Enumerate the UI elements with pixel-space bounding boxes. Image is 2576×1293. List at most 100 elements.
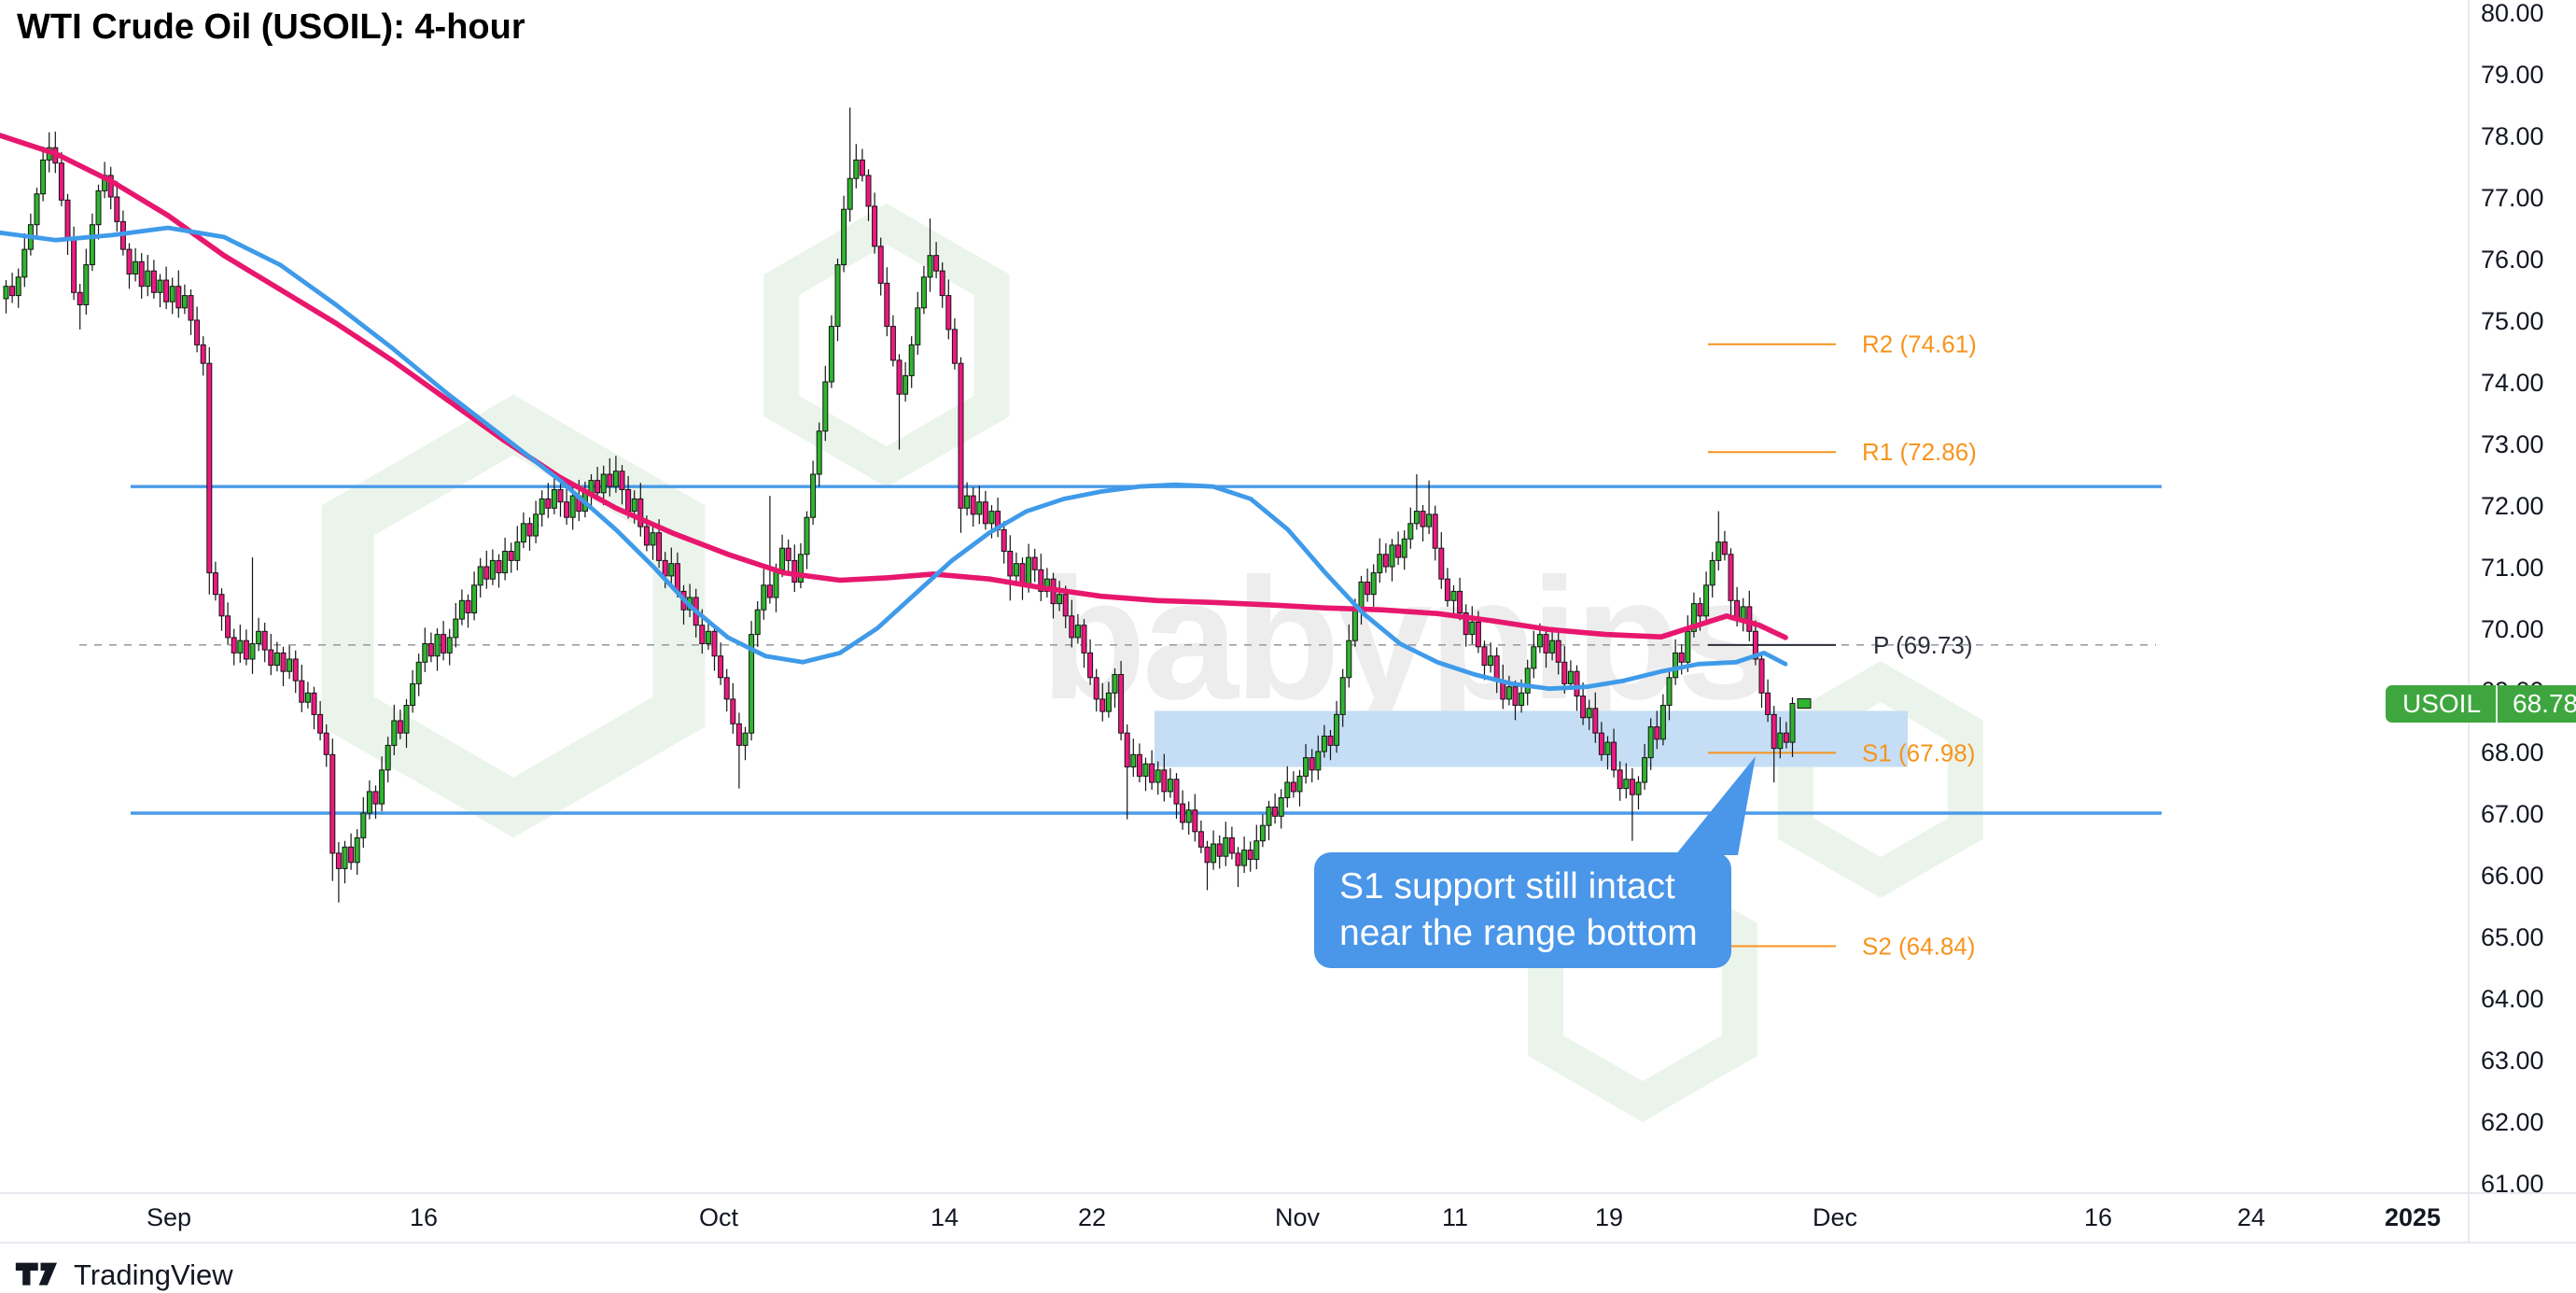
candle-down bbox=[323, 732, 329, 755]
candle-up bbox=[1642, 757, 1648, 783]
time-axis-label: 22 bbox=[1078, 1203, 1106, 1231]
candle-down bbox=[1611, 741, 1617, 771]
candle-up bbox=[15, 276, 21, 297]
candle-down bbox=[951, 329, 958, 364]
candle-up bbox=[551, 489, 557, 509]
pivot-label-s1: S1 (67.98) bbox=[1862, 738, 1975, 766]
candle-down bbox=[1204, 846, 1211, 864]
price-axis-label: 73.00 bbox=[2481, 430, 2544, 458]
candle-down bbox=[872, 205, 878, 247]
candle-up bbox=[366, 791, 372, 814]
candle-up bbox=[453, 618, 459, 639]
candle-down bbox=[1783, 732, 1789, 743]
candle-up bbox=[828, 326, 834, 383]
candle-up bbox=[761, 584, 767, 611]
candle-up bbox=[1112, 674, 1118, 694]
candle-down bbox=[1272, 806, 1279, 817]
price-axis-label: 64.00 bbox=[2481, 985, 2544, 1013]
candle-up bbox=[773, 569, 779, 598]
candle-down bbox=[1327, 736, 1334, 746]
candle-up bbox=[1659, 705, 1666, 740]
candle-up bbox=[1303, 757, 1309, 777]
candle-down bbox=[114, 196, 120, 222]
candle-down bbox=[1758, 658, 1765, 694]
babypips-watermark-hexagon bbox=[321, 394, 706, 838]
babypips-watermark-text: babypips bbox=[1041, 543, 1769, 736]
candle-down bbox=[348, 846, 355, 864]
candle-down bbox=[1180, 803, 1186, 823]
candle-down bbox=[884, 282, 890, 328]
tradingview-attribution[interactable]: TradingView bbox=[14, 1258, 233, 1292]
candle-down bbox=[268, 649, 274, 667]
candle-up bbox=[477, 566, 483, 586]
price-axis-label: 70.00 bbox=[2481, 615, 2544, 643]
candle-up bbox=[1211, 843, 1217, 864]
candle-down bbox=[126, 248, 133, 275]
candle-up bbox=[1586, 708, 1592, 719]
candle-up bbox=[181, 295, 188, 309]
candle-up bbox=[705, 630, 711, 644]
candle-down bbox=[58, 162, 64, 201]
candle-down bbox=[150, 270, 157, 293]
annotation-callout[interactable]: S1 support still intact near the range b… bbox=[1314, 852, 1731, 968]
candle-down bbox=[329, 753, 336, 854]
candle-up bbox=[1351, 609, 1358, 641]
candle-up bbox=[354, 836, 360, 864]
candle-down bbox=[1543, 634, 1549, 654]
candle-down bbox=[77, 291, 83, 305]
candle-down bbox=[1481, 646, 1488, 667]
candle-down bbox=[656, 532, 663, 561]
candle-up bbox=[157, 279, 163, 293]
tradingview-logo-icon bbox=[15, 1262, 57, 1286]
candle-down bbox=[1382, 554, 1389, 568]
time-axis-label: 16 bbox=[2084, 1203, 2112, 1231]
time-axis-label: Sep bbox=[147, 1203, 191, 1231]
price-axis-label: 74.00 bbox=[2481, 369, 2544, 397]
candle-down bbox=[1136, 753, 1142, 777]
price-axis-label: 76.00 bbox=[2481, 246, 2544, 274]
time-axis-label: 2025 bbox=[2385, 1203, 2441, 1231]
candle-up bbox=[915, 307, 921, 345]
candle-down bbox=[483, 566, 490, 580]
slow-ma-pink bbox=[0, 133, 1788, 640]
candle-down bbox=[372, 791, 379, 805]
candle-down bbox=[311, 692, 317, 715]
candle-down bbox=[1752, 630, 1758, 660]
candle-up bbox=[434, 634, 441, 657]
price-axis-label: 78.00 bbox=[2481, 122, 2544, 150]
candle-up bbox=[927, 255, 933, 278]
candle-up bbox=[1524, 668, 1531, 694]
candle-down bbox=[243, 639, 249, 660]
candle-up bbox=[1346, 639, 1352, 679]
candle-up bbox=[1105, 692, 1112, 712]
candle-up bbox=[95, 190, 102, 226]
candle-up bbox=[1426, 513, 1433, 527]
candle-down bbox=[1746, 606, 1753, 632]
candle-up bbox=[1155, 769, 1161, 783]
candle-down bbox=[231, 637, 237, 654]
candle-up bbox=[21, 248, 28, 278]
candle-up bbox=[1536, 634, 1543, 648]
price-axis-drag-zone[interactable] bbox=[2469, 0, 2576, 1193]
candle-down bbox=[1007, 551, 1014, 577]
candle-up bbox=[1057, 594, 1063, 605]
candle-down bbox=[730, 698, 736, 724]
candle-down bbox=[1309, 757, 1315, 771]
price-axis-label: 80.00 bbox=[2481, 0, 2544, 27]
candle-down bbox=[889, 326, 896, 361]
candle-down bbox=[138, 260, 145, 288]
candle-down bbox=[1444, 578, 1450, 601]
candle-down bbox=[1561, 661, 1568, 684]
time-axis-drag-zone[interactable] bbox=[0, 1193, 2576, 1243]
candle-up bbox=[379, 769, 385, 805]
candle-down bbox=[1629, 779, 1635, 795]
candle-down bbox=[564, 501, 570, 518]
candle-up bbox=[342, 846, 348, 869]
time-axis-label: 24 bbox=[2237, 1203, 2265, 1231]
candle-down bbox=[970, 495, 976, 515]
candle-up bbox=[83, 264, 90, 306]
candle-up bbox=[169, 286, 175, 302]
candle-down bbox=[699, 625, 706, 645]
candle-up bbox=[1703, 584, 1710, 617]
